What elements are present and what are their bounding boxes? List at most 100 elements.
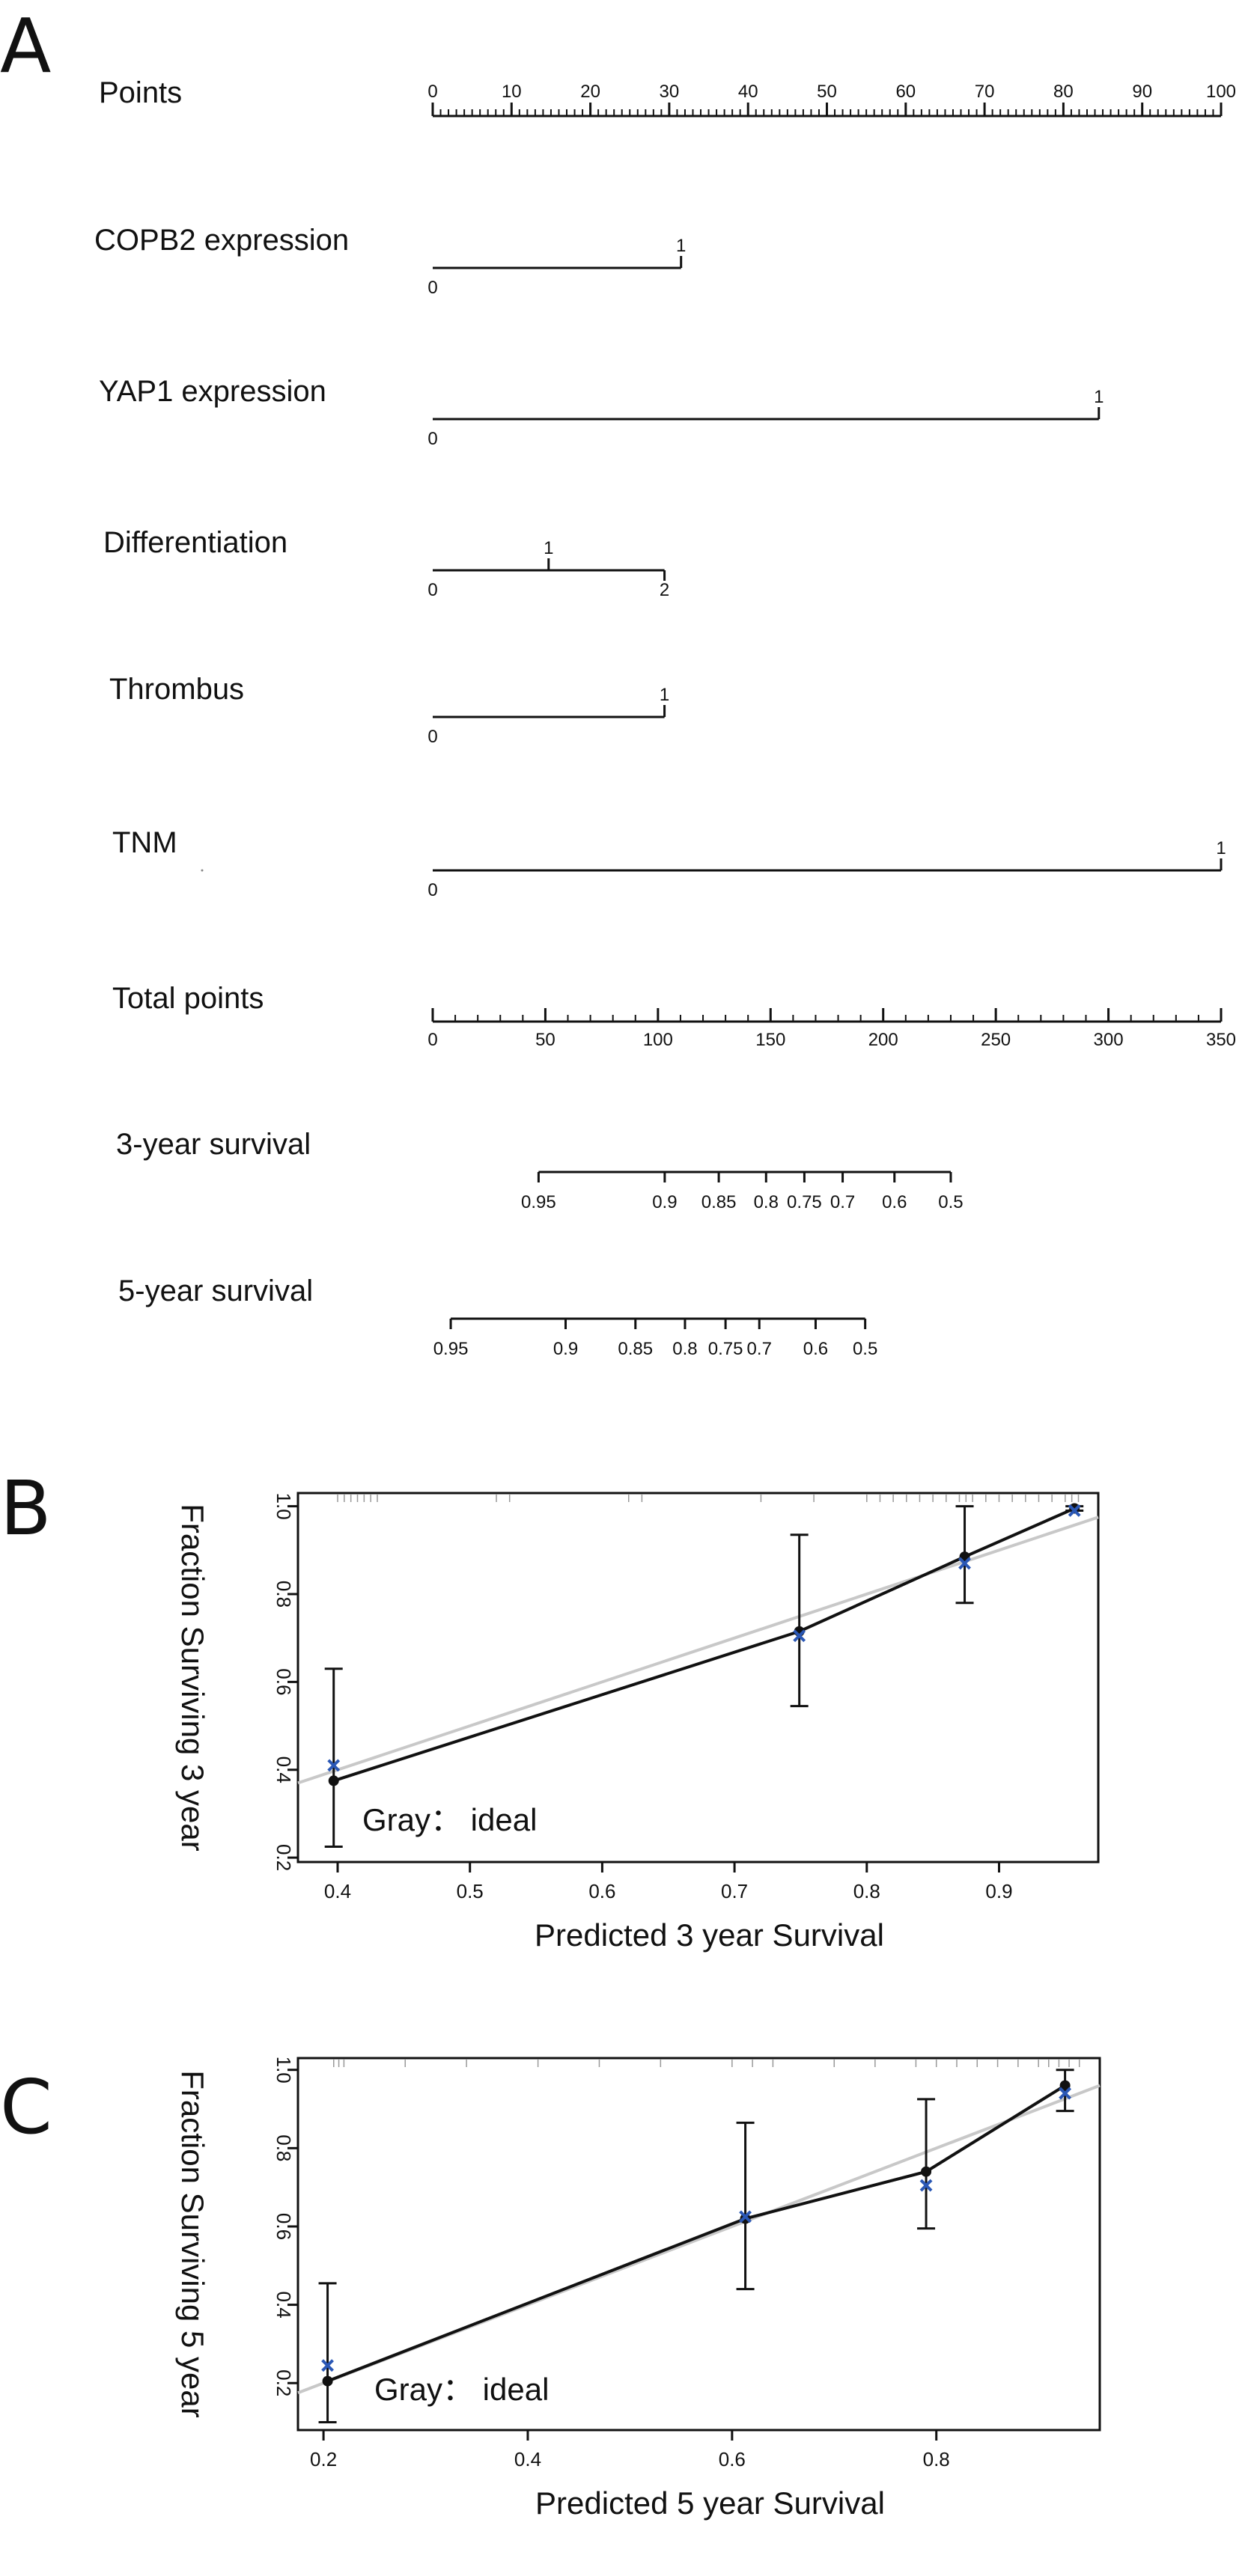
survival-tick-label: 0.75 (787, 1192, 822, 1212)
survival-tick-label: 0.6 (803, 1339, 828, 1359)
row-label: Points (99, 76, 182, 109)
tick-label: 350 (1206, 1030, 1236, 1050)
y-tick-label: 0.8 (273, 1581, 295, 1608)
marker-stroke (739, 2210, 752, 2224)
y-tick-label: 1.0 (273, 1493, 295, 1520)
y-axis-title: Fraction Surviving 3 year (175, 1504, 210, 1852)
observed-point (1059, 2080, 1071, 2091)
tick-label: 150 (755, 1030, 785, 1050)
marker-stroke (327, 1759, 341, 1772)
y-tick-label: 0.2 (273, 1844, 295, 1871)
row-label: 3-year survival (116, 1128, 311, 1161)
tick-label: 60 (895, 82, 916, 102)
x-tick-label: 0.8 (853, 1880, 880, 1902)
bias-corrected-point (958, 1557, 971, 1570)
tick-label: 0 (427, 82, 437, 102)
survival-tick-label: 0.9 (652, 1192, 677, 1212)
x-tick-label: 0.2 (310, 2448, 337, 2470)
survival-tick-label: 0.8 (672, 1339, 697, 1359)
observed-point (921, 2166, 932, 2177)
survival-tick-label: 0.95 (433, 1339, 469, 1359)
x-tick-label: 0.7 (721, 1880, 748, 1902)
y-tick-label: 0.8 (273, 2134, 295, 2161)
factor-level-label: 0 (427, 727, 437, 747)
legend-text: Gray： ideal (362, 1802, 537, 1837)
y-tick-label: 0.4 (273, 2292, 295, 2319)
calibration-plot-5-year: 0.2 0.4 0.6 0.8 0.2 0.4 0.6 0.8 1.0 Predicted 5 y… (175, 2057, 1101, 2521)
survival-tick-label: 0.6 (882, 1192, 907, 1212)
tick-label: 20 (580, 82, 600, 102)
row-label: YAP1 expression (99, 375, 326, 408)
survival-tick-label: 0.7 (830, 1192, 855, 1212)
calibration-plot-3-year: 0.4 0.5 0.6 0.7 0.8 0.9 0.2 0.4 0.6 0.8 1.0 Predict… (175, 1492, 1100, 1953)
survival-tick-label: 0.85 (701, 1192, 737, 1212)
observed-line (333, 1507, 1076, 1783)
factor-level-label: 0 (427, 429, 437, 449)
bias-corrected-point (739, 2210, 752, 2224)
survival-tick-label: 0.7 (747, 1339, 772, 1359)
row-label: Thrombus (109, 673, 244, 706)
observed-point (1069, 1503, 1080, 1514)
tick-label: 40 (738, 82, 758, 102)
x-tick-label: 0.4 (324, 1880, 351, 1902)
tick-label: 0 (427, 1030, 437, 1050)
y-tick-label: 0.6 (273, 1668, 295, 1695)
marker-stroke (1068, 1504, 1081, 1517)
factor-level-label: 1 (676, 236, 686, 256)
y-axis-title: Fraction Surviving 5 year (175, 2070, 210, 2418)
observed-line (326, 2084, 1066, 2383)
factor-level-label: 1 (544, 538, 553, 558)
factor-level-label: 1 (660, 685, 669, 705)
marker-stroke (793, 1629, 806, 1643)
survival-tick-label: 0.5 (853, 1339, 877, 1359)
panel-label-c: C (0, 2063, 52, 2151)
y-tick-label: 1.0 (273, 2057, 295, 2084)
plot-frame (296, 2057, 1101, 2432)
x-tick-label: 0.8 (923, 2448, 950, 2470)
y-tick-label: 0.4 (273, 1756, 295, 1783)
tick-label: 200 (868, 1030, 898, 1050)
ideal-line (297, 1516, 1099, 1785)
tick-label: 50 (535, 1030, 555, 1050)
x-tick-label: 0.6 (588, 1880, 615, 1902)
bias-corrected-point (1059, 2087, 1072, 2100)
survival-tick-label: 0.5 (938, 1192, 963, 1212)
factor-level-label: 0 (427, 278, 437, 298)
survival-tick-label: 0.9 (553, 1339, 578, 1359)
stray-dot (201, 869, 204, 872)
marker-stroke (958, 1557, 971, 1570)
factor-level-label: 1 (1094, 387, 1104, 407)
x-tick-label: 0.4 (514, 2448, 541, 2470)
factor-level-label: 0 (427, 880, 437, 900)
survival-tick-label: 0.75 (708, 1339, 743, 1359)
tick-label: 100 (643, 1030, 673, 1050)
legend-text: Gray： ideal (374, 2372, 549, 2407)
row-label: Total points (112, 982, 264, 1015)
panel-label-b: B (0, 1465, 52, 1552)
plot-frame (296, 1492, 1100, 1864)
panel-label-a: A (0, 2, 51, 90)
bias-corrected-point (1068, 1504, 1081, 1517)
marker-stroke (1059, 2087, 1072, 2100)
x-tick-label: 0.9 (985, 1880, 1012, 1902)
factor-level-label: 1 (1216, 838, 1226, 858)
x-axis-title: Predicted 5 year Survival (535, 2485, 885, 2521)
survival-tick-label: 0.95 (521, 1192, 556, 1212)
y-tick-label: 0.2 (273, 2369, 295, 2396)
tick-label: 30 (660, 82, 680, 102)
row-label: 5-year survival (118, 1275, 313, 1307)
observed-point (322, 2375, 333, 2387)
row-label: TNM (112, 826, 177, 859)
survival-tick-label: 0.85 (618, 1339, 653, 1359)
survival-tick-label: 0.8 (754, 1192, 779, 1212)
x-tick-label: 0.5 (457, 1880, 484, 1902)
tick-label: 250 (981, 1030, 1011, 1050)
tick-label: 10 (502, 82, 522, 102)
factor-level-label: 2 (660, 580, 669, 600)
y-tick-label: 0.6 (273, 2213, 295, 2240)
bias-corrected-point (321, 2359, 334, 2372)
x-axis-title: Predicted 3 year Survival (535, 1917, 884, 1953)
tick-label: 300 (1094, 1030, 1124, 1050)
x-tick-label: 0.6 (719, 2448, 746, 2470)
